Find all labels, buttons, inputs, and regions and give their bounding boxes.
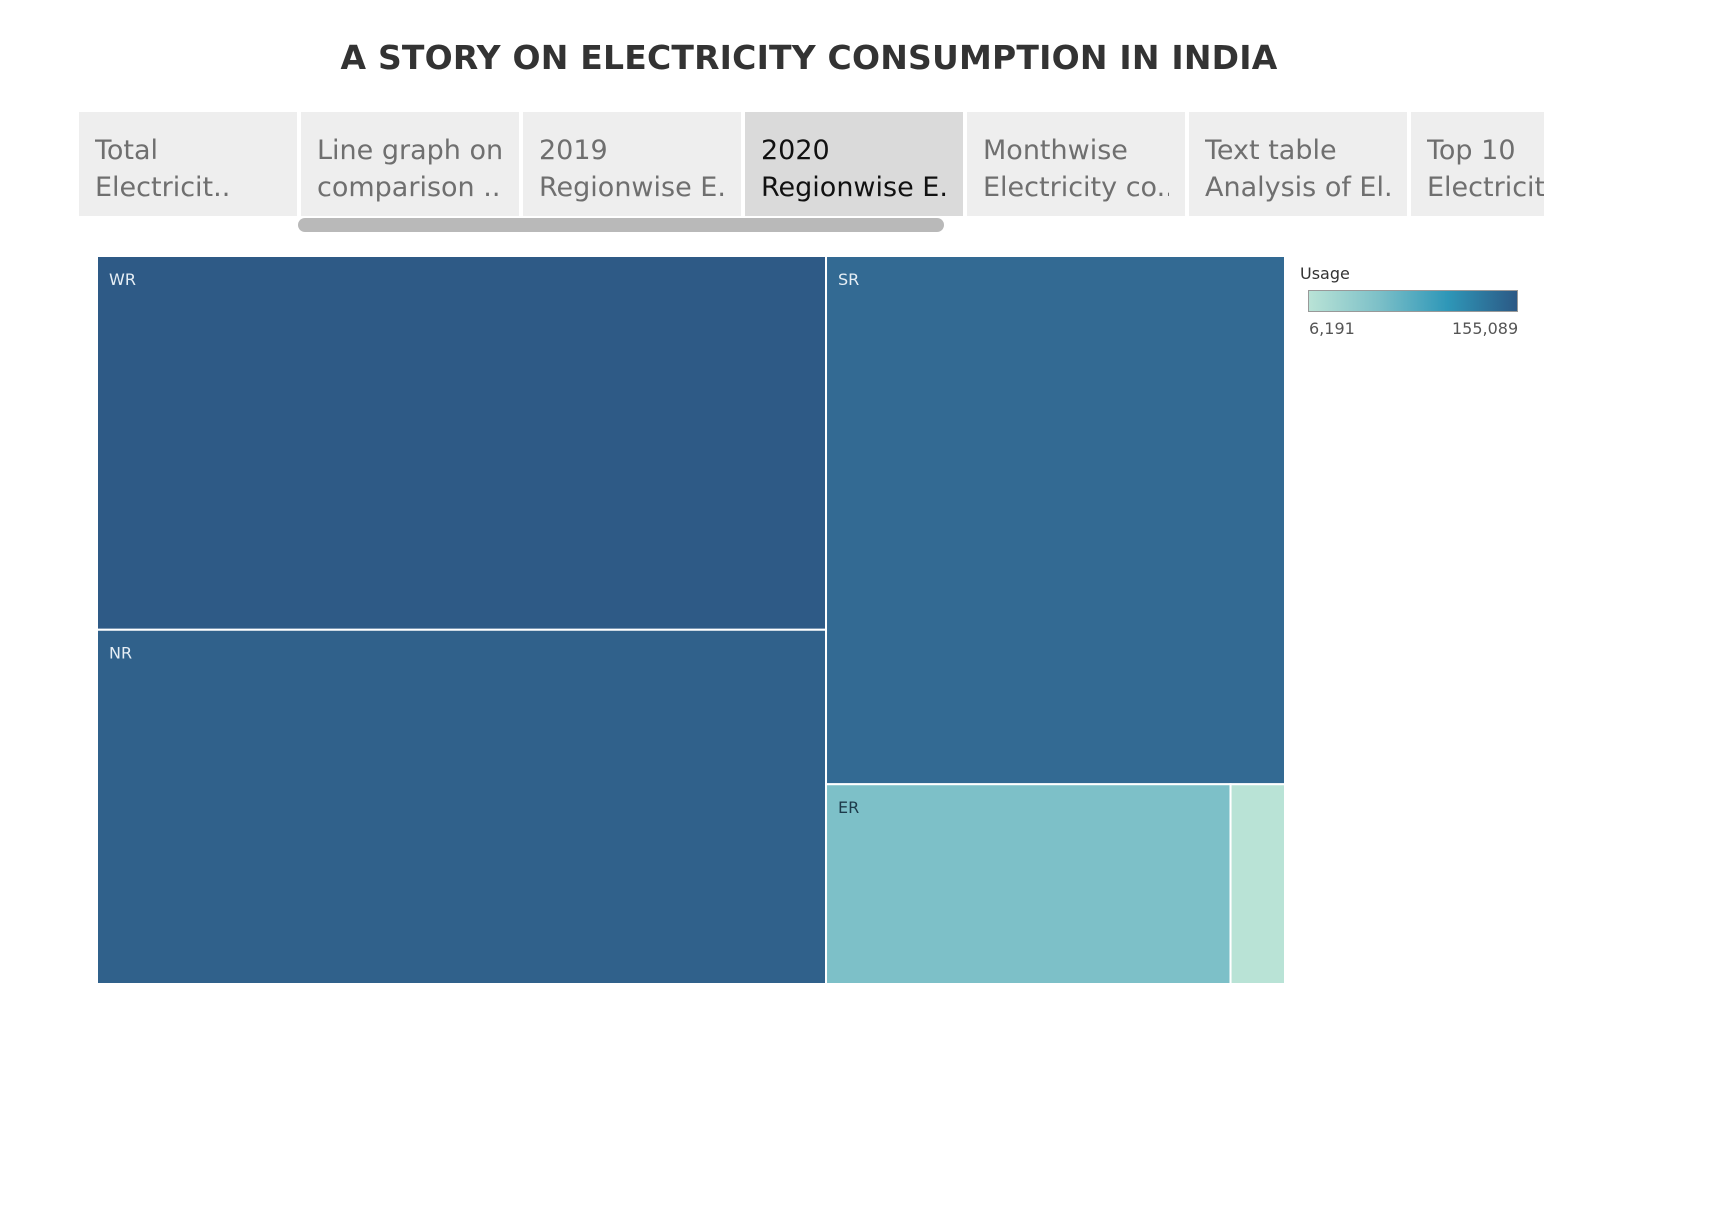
tab-label-line2: comparison ..	[317, 172, 501, 203]
story-tab-2020[interactable]: 2020 Regionwise E..	[745, 112, 963, 216]
treemap-cell-wr[interactable]	[96, 255, 828, 631]
tab-label-line2: Regionwise E..	[539, 172, 725, 203]
treemap-cell-nr[interactable]	[96, 628, 828, 985]
tab-label-line1: Monthwise	[983, 135, 1128, 166]
legend-max-label: 155,089	[1452, 319, 1519, 338]
legend-min-label: 6,191	[1309, 319, 1355, 338]
tab-label-line1: 2020	[761, 135, 830, 166]
tab-label-line2: Electricit..	[95, 172, 231, 203]
legend-title: Usage	[1300, 264, 1350, 283]
tab-label-line1: 2019	[539, 135, 608, 166]
story-tab-line-graph[interactable]: Line graph on comparison ..	[301, 112, 519, 216]
tab-label-line2: Electricity co..	[983, 172, 1169, 203]
story-tab-monthwise[interactable]: Monthwise Electricity co..	[967, 112, 1185, 216]
tab-label-line1: Total	[95, 135, 159, 166]
treemap-label-sr: SR	[838, 270, 859, 289]
story-tabstrip: Total Electricit.. Line graph on compari…	[79, 112, 1544, 216]
tab-label-line1: Top 10	[1427, 135, 1516, 166]
story-tab-top10[interactable]: Top 10 Electricity c..	[1411, 112, 1544, 216]
treemap-label-er: ER	[838, 798, 859, 817]
treemap-label-wr: WR	[109, 270, 136, 289]
treemap-cell-sr[interactable]	[825, 255, 1286, 786]
story-title: A STORY ON ELECTRICITY CONSUMPTION IN IN…	[340, 38, 1278, 77]
tab-label-line2: Electricity c..	[1427, 172, 1544, 203]
treemap-cell-er[interactable]	[825, 783, 1232, 985]
tabs-scrollbar[interactable]	[298, 218, 944, 232]
treemap-cell-other[interactable]	[1229, 783, 1286, 985]
legend-color-ramp	[1308, 290, 1518, 312]
story-tab-text-table[interactable]: Text table Analysis of El..	[1189, 112, 1407, 216]
story-tab-2019[interactable]: 2019 Regionwise E..	[523, 112, 741, 216]
tab-label-line1: Line graph on	[317, 135, 503, 166]
tab-label-line2: Regionwise E..	[761, 172, 947, 203]
story-tab-total[interactable]: Total Electricit..	[79, 112, 297, 216]
usage-legend: Usage 6,191 155,089	[1300, 264, 1530, 338]
treemap-label-nr: NR	[109, 644, 132, 663]
tab-label-line1: Text table	[1205, 135, 1337, 166]
tab-label-line2: Analysis of El..	[1205, 172, 1391, 203]
treemap-cells: WR NR SR ER	[96, 255, 1286, 985]
